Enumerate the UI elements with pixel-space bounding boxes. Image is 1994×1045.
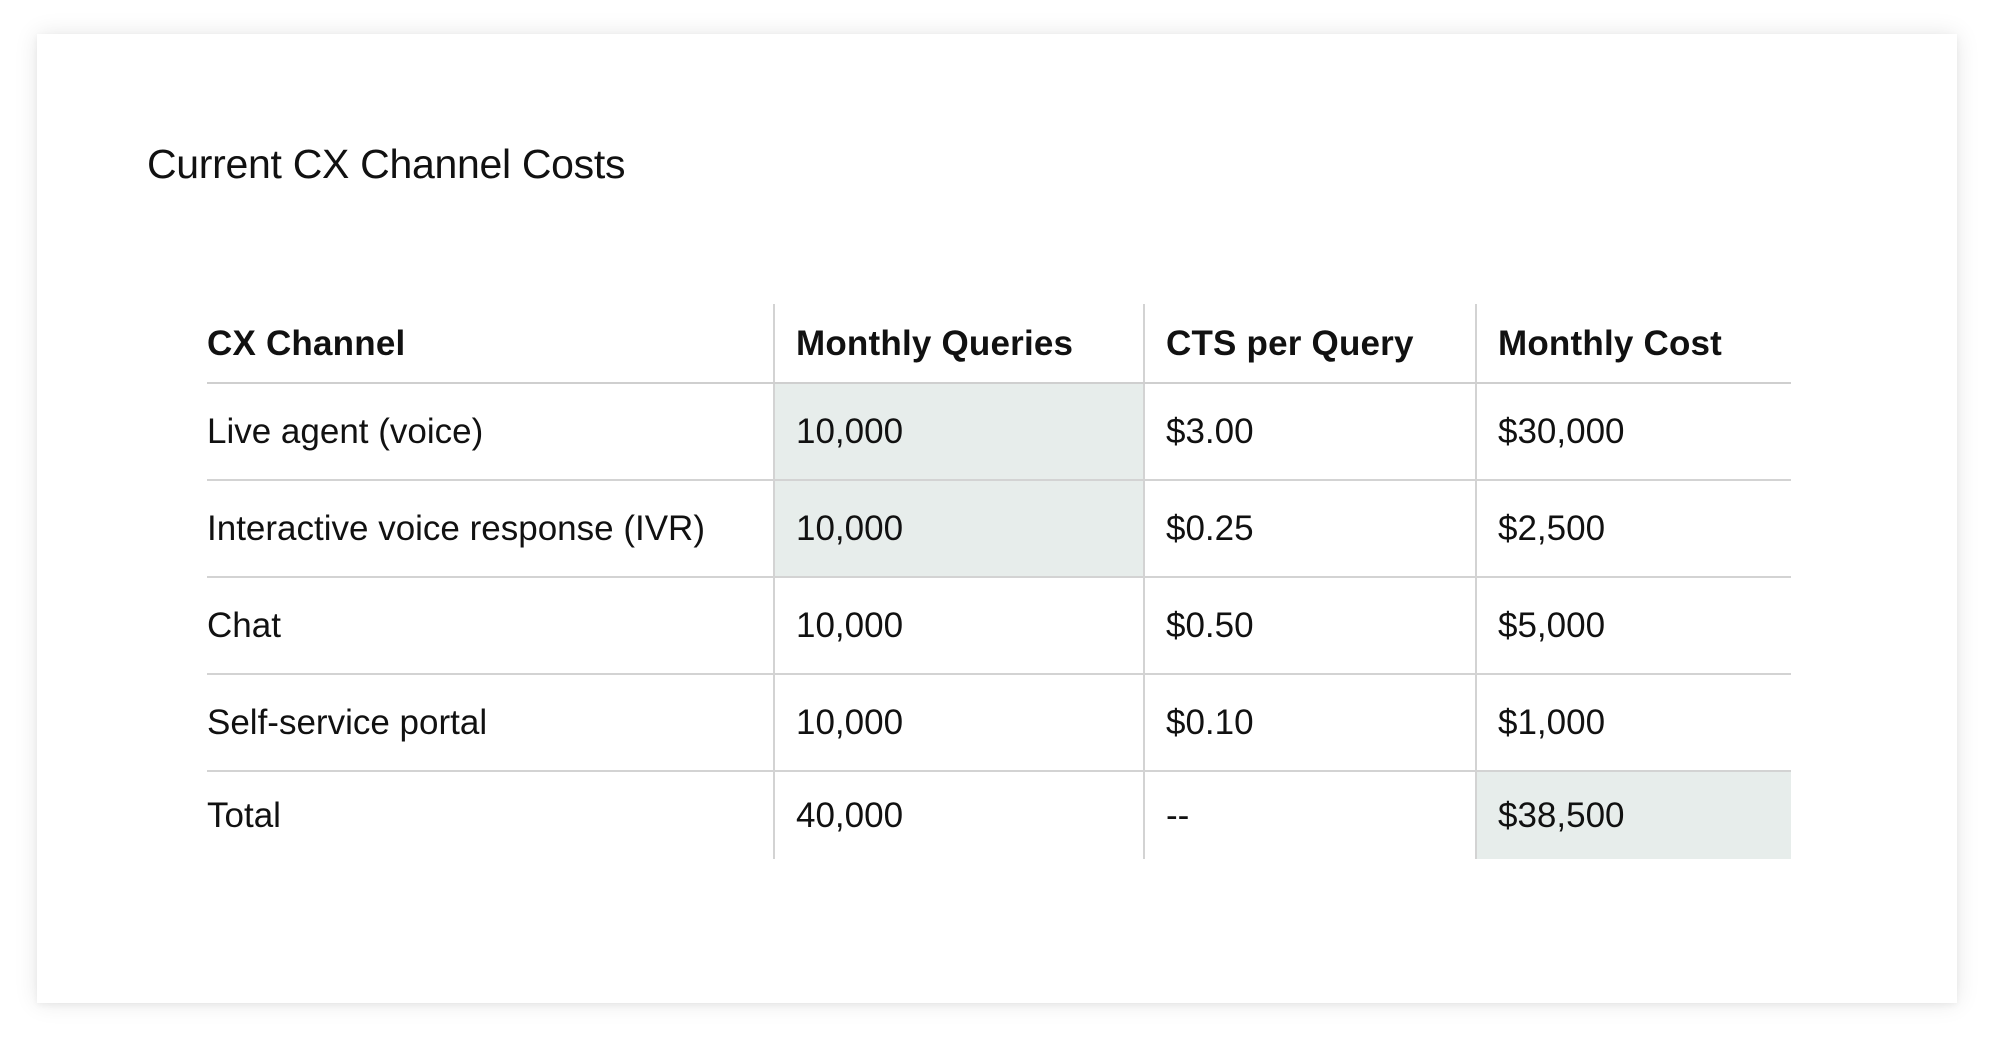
document-card: Current CX Channel Costs CX Channel Mont… [37,34,1957,1003]
cell-monthly-cost: $30,000 [1475,383,1791,481]
cell-channel: Self-service portal [207,674,774,772]
cell-cts-per-query: $0.50 [1143,577,1476,675]
table-row: Live agent (voice) 10,000 $3.00 $30,000 [207,383,1791,481]
cell-channel: Interactive voice response (IVR) [207,480,774,578]
column-header-cts-per-query: CTS per Query [1143,304,1476,384]
cell-cts-per-query: $0.25 [1143,480,1476,578]
table-row: Interactive voice response (IVR) 10,000 … [207,480,1791,578]
cell-monthly-queries: 10,000 [773,383,1144,481]
table-header-row: CX Channel Monthly Queries CTS per Query… [207,304,1791,384]
cell-monthly-queries: 10,000 [773,577,1144,675]
cell-cts-per-query: $3.00 [1143,383,1476,481]
column-header-monthly-queries: Monthly Queries [773,304,1144,384]
channel-costs-table: CX Channel Monthly Queries CTS per Query… [207,304,1791,859]
cell-total-cts: -- [1143,771,1476,859]
cell-monthly-queries: 10,000 [773,674,1144,772]
cell-channel: Live agent (voice) [207,383,774,481]
cell-monthly-cost: $1,000 [1475,674,1791,772]
cell-total-queries: 40,000 [773,771,1144,859]
table-total-row: Total 40,000 -- $38,500 [207,771,1791,859]
cell-channel: Chat [207,577,774,675]
column-header-cx-channel: CX Channel [207,304,774,384]
cell-monthly-cost: $2,500 [1475,480,1791,578]
cell-cts-per-query: $0.10 [1143,674,1476,772]
cell-monthly-queries: 10,000 [773,480,1144,578]
page-title: Current CX Channel Costs [147,141,626,187]
column-header-monthly-cost: Monthly Cost [1475,304,1791,384]
cell-total-monthly-cost: $38,500 [1475,771,1791,859]
table-row: Self-service portal 10,000 $0.10 $1,000 [207,674,1791,772]
cell-total-label: Total [207,796,281,835]
cell-monthly-cost: $5,000 [1475,577,1791,675]
table-row: Chat 10,000 $0.50 $5,000 [207,577,1791,675]
